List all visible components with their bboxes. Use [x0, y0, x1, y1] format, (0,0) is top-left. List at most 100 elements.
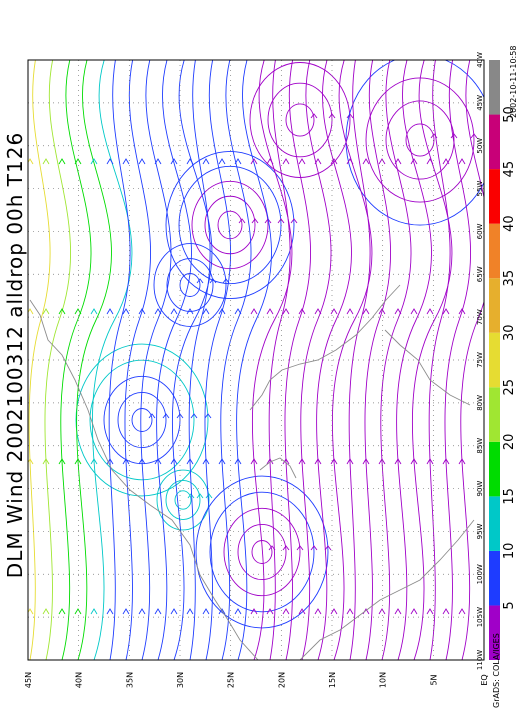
streamline-arrow — [450, 133, 458, 139]
streamline-arrow — [277, 218, 285, 224]
streamline-arrow — [378, 458, 386, 465]
colorbar-label: 20 — [502, 434, 517, 451]
longitude-label: 75W — [476, 352, 484, 368]
streamline — [236, 60, 272, 660]
streamline — [60, 60, 92, 660]
colorbar-label: 45 — [502, 161, 517, 178]
latitude-label: 20N — [277, 672, 286, 688]
plot-title: DLM Wind 2002100312 alldrop 00h T126 — [3, 132, 27, 578]
longitude-label: 85W — [476, 438, 484, 454]
longitude-label: 95W — [476, 523, 484, 539]
streamline-arrow — [218, 458, 226, 465]
streamline-arrow — [196, 493, 204, 499]
streamline-arrow — [250, 458, 258, 465]
streamline-arrow — [154, 608, 162, 615]
streamline — [171, 60, 213, 660]
streamline-arrow — [176, 413, 184, 419]
latitude-label: 15N — [328, 672, 337, 688]
streamline-arrow — [250, 158, 258, 165]
streamline-arrow — [282, 158, 290, 165]
colorbar-swatch — [489, 605, 500, 660]
streamline — [209, 491, 315, 613]
streamline-arrow — [187, 493, 195, 499]
streamline-arrow — [234, 458, 242, 465]
streamline-arrow — [74, 308, 82, 315]
streamline-arrow — [222, 278, 230, 284]
longitude-label: 90W — [476, 481, 484, 497]
streamline-arrow — [324, 545, 332, 551]
streamline — [380, 60, 412, 660]
streamline-arrow — [314, 458, 322, 465]
streamline-arrow — [204, 413, 212, 419]
map-area — [27, 59, 485, 661]
streamline-arrow — [298, 608, 306, 615]
streamline-arrow — [410, 158, 418, 165]
latitude-label: 10N — [379, 672, 388, 688]
streamline-arrow — [170, 308, 178, 315]
streamline-arrow — [442, 458, 450, 465]
streamline-arrow — [74, 158, 82, 165]
wind-speed-colorbar: 5 10 15 20 25 30 35 40 45 50 — [489, 60, 517, 660]
latitude-label: 35N — [125, 672, 134, 688]
streamline — [220, 60, 252, 660]
streamline-arrow — [202, 158, 210, 165]
streamline-arrow — [74, 458, 82, 465]
streamline-arrow — [234, 608, 242, 615]
streamline-arrow — [170, 458, 178, 465]
latitude-label: 45N — [24, 672, 33, 688]
streamline-arrow — [218, 608, 226, 615]
coastline — [259, 457, 297, 479]
streamline — [188, 60, 211, 660]
streamline-arrow — [234, 158, 242, 165]
streamline-arrow — [106, 608, 114, 615]
streamline — [316, 60, 352, 660]
streamline — [153, 243, 227, 327]
streamline-arrow — [346, 158, 354, 165]
streamline — [285, 103, 315, 137]
streamline-arrow — [122, 458, 130, 465]
longitude-label: 110W — [476, 650, 484, 670]
streamline — [331, 60, 373, 660]
colorbar-swatch — [489, 550, 500, 606]
streamline-arrow — [266, 608, 274, 615]
colorbar-swatch — [489, 278, 500, 333]
streamline — [460, 60, 484, 660]
streamline — [124, 60, 151, 660]
longitude-label: 55W — [476, 181, 484, 197]
colorbar-swatch — [489, 441, 500, 497]
streamline-arrow — [362, 458, 370, 465]
streamline-arrow — [330, 308, 338, 315]
streamline-arrow — [58, 308, 66, 315]
streamline — [204, 60, 231, 660]
streamline-arrow — [74, 608, 82, 615]
colorbar-swatch — [489, 332, 500, 388]
streamline-arrow — [218, 158, 226, 165]
streamline — [191, 180, 269, 270]
streamline-arrow — [250, 308, 258, 315]
latitude-label: 5N — [429, 674, 438, 685]
streamline — [140, 60, 172, 660]
streamline-arrow — [410, 458, 418, 465]
streamline-arrow — [28, 608, 34, 615]
streamline-arrow — [90, 158, 98, 165]
streamline-arrow — [330, 608, 338, 615]
streamline-arrow — [42, 458, 50, 465]
streamline — [28, 60, 51, 660]
streamline-arrow — [202, 308, 210, 315]
colorbar-swatch — [489, 60, 500, 115]
streamline-arrow — [42, 608, 50, 615]
streamline-arrow — [298, 308, 306, 315]
streamline-arrow — [458, 158, 466, 165]
coastlines — [29, 284, 475, 660]
streamline-arrow — [310, 113, 318, 119]
streamline-arrow — [378, 158, 386, 165]
streamline — [108, 60, 131, 660]
longitude-label: 40W — [476, 52, 484, 68]
latitude-labels: EQ 5N 10N 15N 20N 25N 30N 35N 40N 45N — [24, 672, 489, 688]
streamline-arrow — [238, 218, 246, 224]
colorbar-label: 30 — [502, 324, 517, 341]
streamline-arrow — [394, 458, 402, 465]
streamline-arrow — [426, 158, 434, 165]
streamline-arrow — [290, 218, 298, 224]
streamline-arrow — [186, 458, 194, 465]
